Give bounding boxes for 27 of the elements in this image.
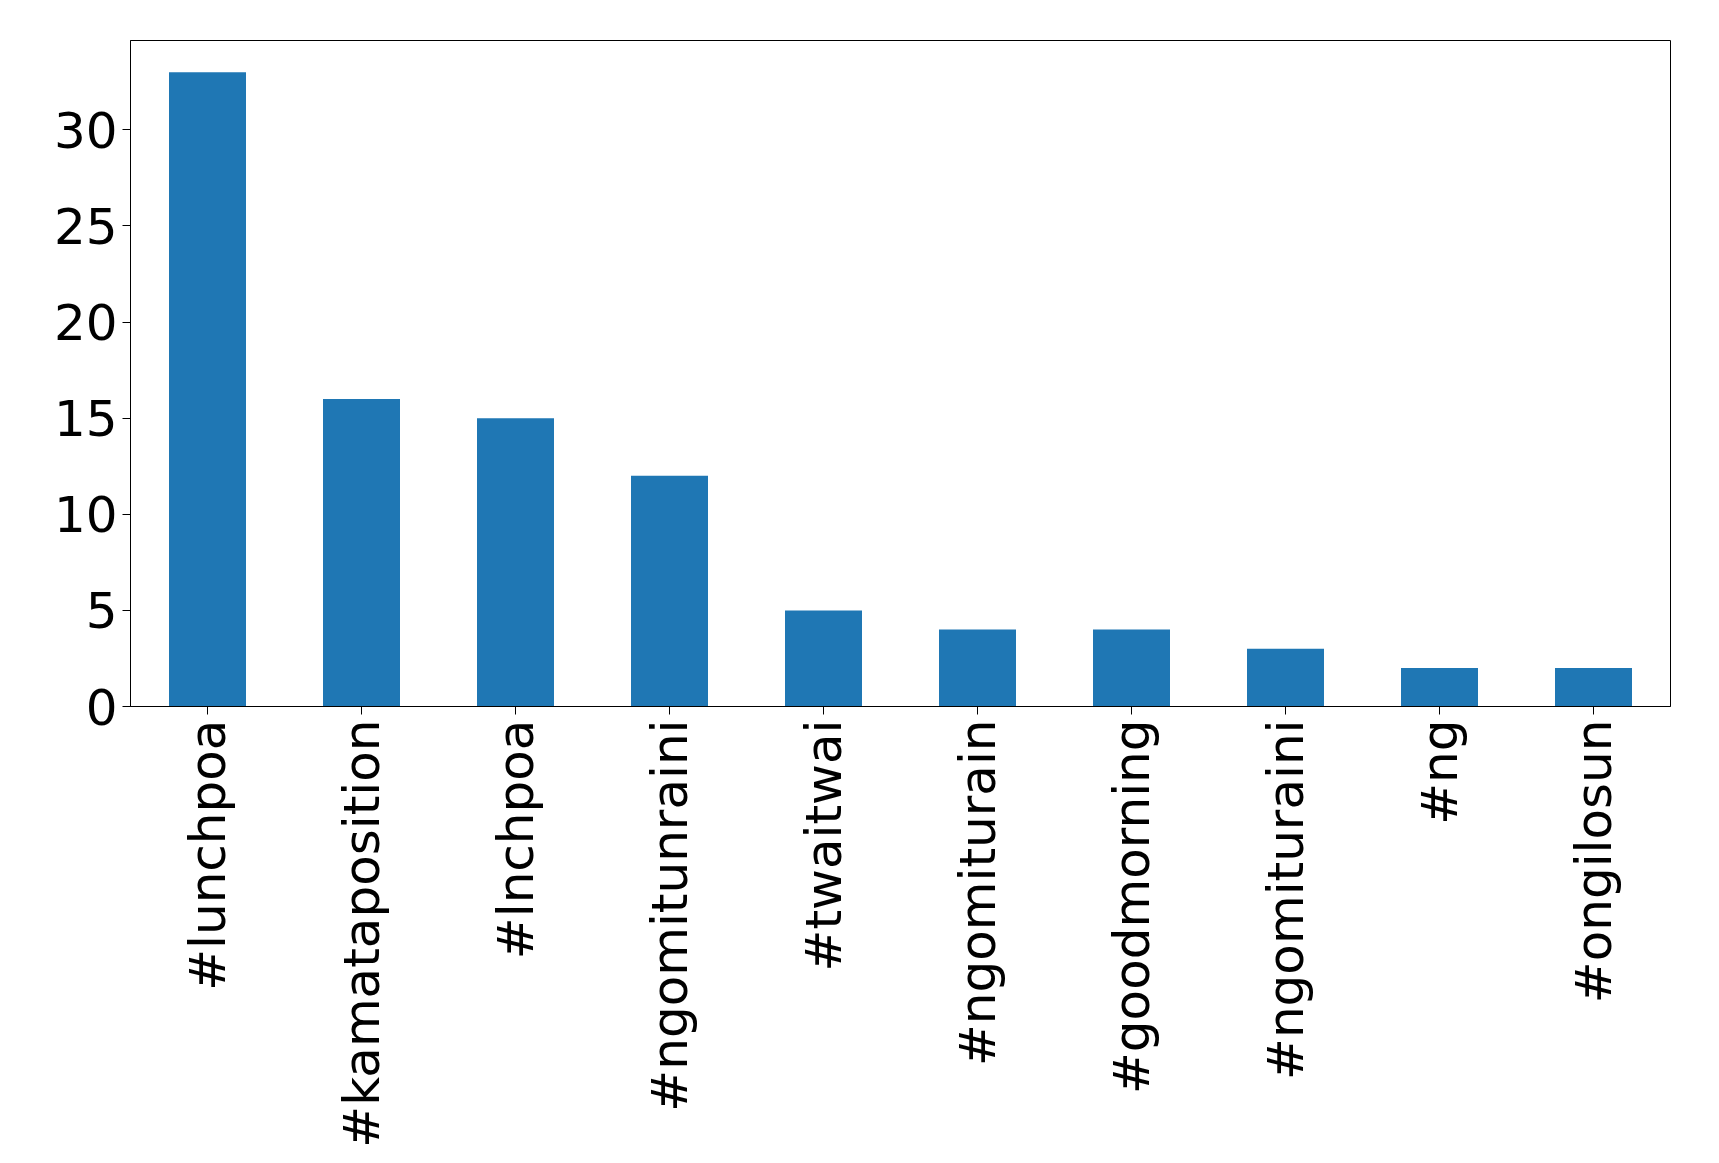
bar bbox=[785, 610, 862, 707]
y-tick-label: 25 bbox=[53, 197, 118, 256]
x-tick-label: #ng bbox=[1410, 719, 1469, 825]
bar bbox=[1093, 629, 1170, 707]
bar bbox=[477, 418, 554, 707]
x-tick-label: #twaitwai bbox=[794, 719, 853, 972]
x-tick-label: #ngomiturain bbox=[948, 719, 1007, 1067]
x-tick-label: #lunchpoa bbox=[178, 719, 237, 991]
bar bbox=[1247, 648, 1324, 707]
y-tick-label: 5 bbox=[85, 582, 118, 641]
y-tick-label: 15 bbox=[53, 390, 118, 449]
y-tick-label: 10 bbox=[53, 486, 118, 545]
bar bbox=[323, 398, 400, 707]
bar bbox=[1555, 668, 1632, 707]
y-tick-label: 30 bbox=[53, 101, 118, 160]
bar bbox=[631, 475, 708, 707]
x-tick-label: #kamataposition bbox=[332, 719, 391, 1148]
x-tick-label: #ongilosun bbox=[1564, 719, 1623, 1004]
bar bbox=[169, 72, 246, 707]
y-tick-label: 0 bbox=[85, 678, 118, 737]
y-tick-label: 20 bbox=[53, 294, 118, 353]
bar bbox=[1401, 668, 1478, 707]
x-tick-label: #lnchpoa bbox=[486, 719, 545, 960]
x-tick-label: #ngomituraini bbox=[1256, 719, 1315, 1080]
x-tick-label: #ngomitunraini bbox=[640, 719, 699, 1112]
bar bbox=[939, 629, 1016, 707]
x-tick-label: #goodmorning bbox=[1102, 719, 1161, 1095]
